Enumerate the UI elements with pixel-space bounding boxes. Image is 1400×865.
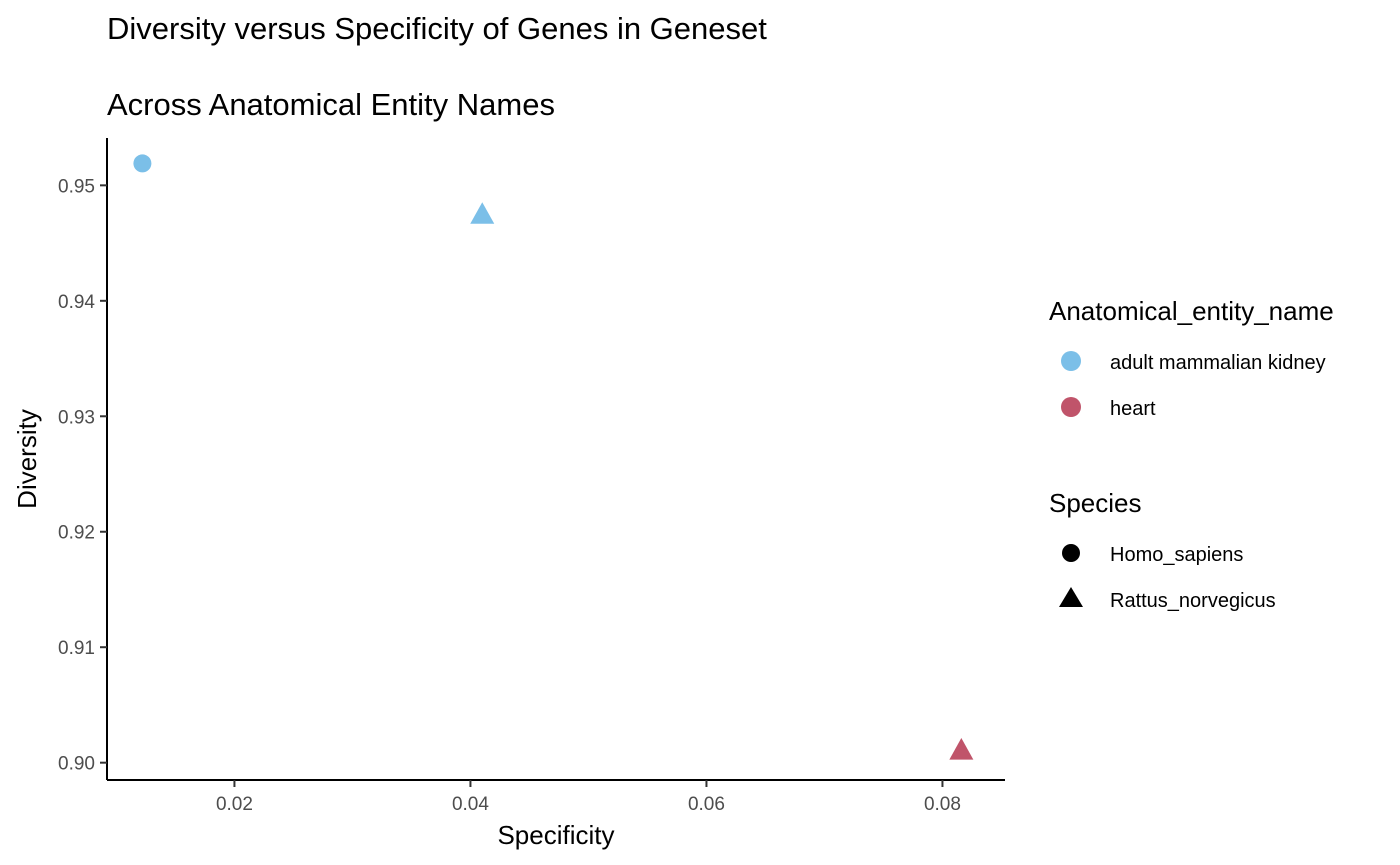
y-tick-label: 0.90 bbox=[58, 754, 95, 775]
y-tick-label: 0.95 bbox=[58, 176, 95, 197]
y-axis-ticks: 0.90 0.91 0.92 0.93 0.94 0.95 bbox=[58, 176, 107, 775]
data-point-triangle bbox=[470, 202, 495, 224]
data-point-circle bbox=[133, 154, 152, 173]
plot-panel: 0.02 0.04 0.06 0.08 0.900.910.920.930.940.9… bbox=[58, 138, 1005, 815]
y-tick-label: 0.91 bbox=[58, 638, 95, 659]
x-tick-label: 0.04 bbox=[452, 794, 489, 815]
data-point-triangle bbox=[949, 737, 974, 760]
legend-swatch-kidney bbox=[1061, 351, 1081, 371]
legend-anatomical-entity: Anatomical_entity_name adult mammalian k… bbox=[1049, 296, 1334, 420]
y-axis-title: Diversity bbox=[12, 409, 42, 509]
legend-label-homo-sapiens: Homo_sapiens bbox=[1110, 544, 1243, 566]
legend-swatch-heart bbox=[1061, 397, 1081, 417]
legend-label-rattus-norvegicus: Rattus_norvegicus bbox=[1110, 590, 1276, 612]
legend-circle-icon bbox=[1062, 544, 1080, 562]
x-tick-label: 0.06 bbox=[688, 794, 725, 815]
chart-subtitle: Across Anatomical Entity Names bbox=[107, 87, 555, 122]
legend-title-species: Species bbox=[1049, 488, 1142, 518]
x-axis-title: Specificity bbox=[497, 820, 614, 850]
x-tick-label: 0.02 bbox=[216, 794, 253, 815]
y-tick-label: 0.94 bbox=[58, 292, 95, 313]
legend-label-heart: heart bbox=[1110, 398, 1156, 420]
legend-title-anatomical-entity: Anatomical_entity_name bbox=[1049, 296, 1334, 326]
legend-triangle-icon bbox=[1059, 587, 1083, 607]
x-axis-ticks: 0.02 0.04 0.06 0.08 bbox=[216, 780, 961, 815]
legend-species: Species Homo_sapiens Rattus_norvegicus bbox=[1049, 488, 1276, 612]
data-points bbox=[133, 154, 974, 760]
legend-label-kidney: adult mammalian kidney bbox=[1110, 352, 1326, 374]
chart-title: Diversity versus Specificity of Genes in… bbox=[107, 11, 767, 46]
y-tick-label: 0.93 bbox=[58, 407, 95, 428]
y-tick-label: 0.92 bbox=[58, 523, 95, 544]
x-tick-label: 0.08 bbox=[924, 794, 961, 815]
